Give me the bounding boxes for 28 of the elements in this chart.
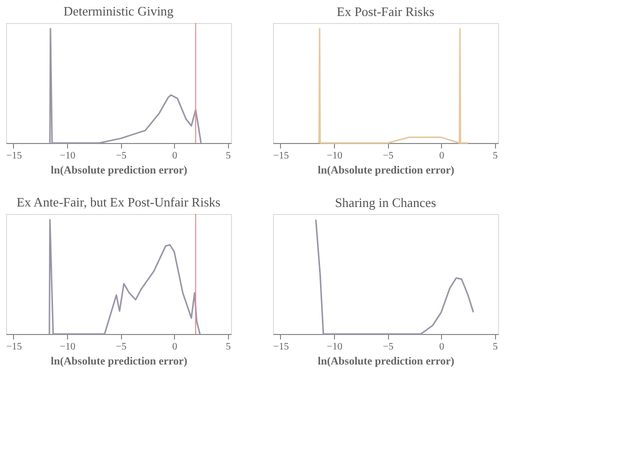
- x-tick-label: −10: [60, 150, 76, 162]
- x-tick-label: 5: [492, 150, 498, 162]
- x-tick-label: 5: [226, 342, 231, 352]
- x-tick-label: 0: [172, 150, 178, 162]
- chart-title: Deterministic Giving: [63, 4, 174, 18]
- x-tick-label: 0: [172, 342, 178, 352]
- x-axis-title: ln(Absolute prediction error): [50, 164, 188, 176]
- x-tick-label: −5: [382, 342, 394, 352]
- x-axis-title: ln(Absolute prediction error): [318, 164, 455, 176]
- x-tick-label: −15: [6, 150, 22, 162]
- chart-title: Ex Post-Fair Risks: [336, 4, 434, 19]
- x-tick-label: −15: [273, 342, 289, 352]
- x-tick-label: 0: [439, 342, 444, 352]
- x-tick-label: 5: [492, 342, 498, 352]
- x-tick-label: −10: [60, 342, 76, 352]
- x-tick-label: −5: [116, 150, 126, 162]
- x-tick-label: −5: [116, 342, 126, 352]
- x-tick-label: 0: [439, 150, 444, 162]
- x-tick-label: −10: [326, 150, 342, 162]
- x-axis-title: ln(Absolute prediction error): [50, 356, 188, 368]
- x-axis-title: ln(Absolute prediction error): [318, 356, 455, 368]
- x-tick-label: −15: [6, 342, 22, 352]
- x-tick-label: −10: [326, 342, 342, 352]
- chart-title: Ex Ante-Fair, but Ex Post-Unfair Risks: [16, 194, 220, 210]
- x-tick-label: 5: [226, 150, 231, 162]
- chart-title: Sharing in Chances: [334, 195, 436, 210]
- x-tick-label: −15: [273, 150, 289, 162]
- x-tick-label: −5: [382, 150, 394, 162]
